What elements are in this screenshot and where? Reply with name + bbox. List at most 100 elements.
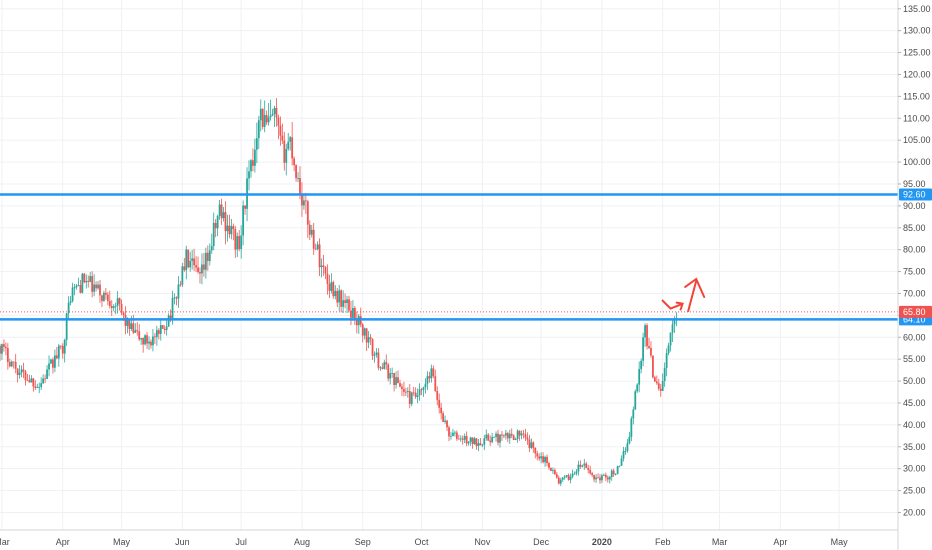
candle-body bbox=[191, 258, 194, 262]
candle-body bbox=[587, 468, 590, 470]
candle-body bbox=[508, 433, 511, 439]
candle-body bbox=[161, 325, 164, 329]
candle-body bbox=[320, 265, 323, 268]
time-tick-label: Apr bbox=[773, 537, 787, 547]
candle-body bbox=[342, 300, 345, 307]
candle-body bbox=[34, 386, 37, 388]
candle-body bbox=[446, 420, 448, 428]
candle-body bbox=[542, 456, 545, 463]
candle-body bbox=[126, 318, 129, 326]
candle-body bbox=[63, 339, 66, 354]
candle-body bbox=[403, 388, 405, 392]
candle-body bbox=[177, 284, 180, 299]
candle-body bbox=[277, 117, 280, 126]
candle-body bbox=[620, 458, 623, 466]
candle-body bbox=[371, 338, 374, 356]
candle-body bbox=[67, 302, 70, 314]
candle-body bbox=[553, 470, 556, 475]
candle-body bbox=[287, 141, 290, 149]
candle-body bbox=[599, 477, 601, 481]
candle-body bbox=[491, 437, 494, 443]
candle-body bbox=[195, 265, 197, 268]
candle-body bbox=[465, 436, 468, 444]
candle-body bbox=[169, 315, 172, 319]
candle-body bbox=[193, 258, 196, 266]
candle-body bbox=[75, 285, 78, 288]
candle-body bbox=[228, 225, 231, 235]
candle-body bbox=[38, 387, 41, 388]
candle-body bbox=[624, 451, 627, 452]
candle-body bbox=[238, 236, 241, 249]
candle-body bbox=[381, 367, 384, 369]
candle-body bbox=[240, 235, 243, 249]
candle-body bbox=[593, 475, 595, 480]
candle-body bbox=[52, 359, 54, 368]
candle-body bbox=[73, 287, 76, 289]
candle-body bbox=[312, 229, 315, 249]
candle-body bbox=[530, 442, 533, 448]
candle-body bbox=[493, 436, 495, 438]
price-tick-label: 75.00 bbox=[903, 267, 926, 277]
candle-body bbox=[271, 113, 274, 116]
candle-body bbox=[130, 323, 133, 330]
candle-body bbox=[489, 440, 492, 443]
candle-body bbox=[150, 341, 152, 346]
time-tick-label: 2020 bbox=[592, 537, 612, 547]
candle-body bbox=[642, 337, 645, 361]
candle-body bbox=[473, 438, 476, 444]
down-arrow-head bbox=[675, 301, 684, 311]
candle-body bbox=[248, 171, 250, 179]
price-tick-label: 25.00 bbox=[903, 486, 926, 496]
candle-body bbox=[350, 310, 352, 318]
candle-body bbox=[234, 229, 237, 250]
candle-body bbox=[346, 299, 348, 303]
candle-body bbox=[171, 298, 174, 319]
candle-body bbox=[275, 107, 278, 118]
price-tick-label: 90.00 bbox=[903, 201, 926, 211]
candle-body bbox=[324, 267, 327, 274]
candle-body bbox=[214, 222, 217, 229]
candle-body bbox=[281, 135, 284, 141]
candle-body bbox=[175, 297, 178, 299]
candle-body bbox=[99, 284, 101, 296]
horizontal-levels[interactable] bbox=[0, 193, 898, 321]
candle-body bbox=[83, 273, 86, 283]
time-axis: Mar Apr May Jun Jul Aug Sep Oct Nov Dec 2020 Feb Mar… bbox=[0, 537, 848, 547]
candle-body bbox=[395, 377, 397, 385]
candle-body bbox=[89, 276, 92, 282]
candle-body bbox=[50, 359, 52, 364]
price-tick-label: 40.00 bbox=[903, 420, 926, 430]
candle-body bbox=[550, 467, 552, 471]
candle-body bbox=[8, 362, 11, 367]
candle-body bbox=[187, 249, 190, 268]
candle-body bbox=[40, 383, 43, 388]
candle-body bbox=[120, 303, 123, 313]
candle-body bbox=[36, 387, 39, 389]
candle-body bbox=[148, 341, 150, 344]
candle-body bbox=[418, 389, 421, 396]
price-tick-label: 105.00 bbox=[903, 135, 931, 145]
candle-body bbox=[391, 373, 394, 374]
candle-body bbox=[495, 433, 497, 437]
candle-body bbox=[518, 430, 521, 436]
candle-body bbox=[377, 352, 380, 368]
candle-body bbox=[444, 420, 446, 422]
candle-body bbox=[581, 465, 584, 467]
price-badge-92.60 bbox=[899, 188, 932, 201]
price-tick-label: 125.00 bbox=[903, 48, 931, 58]
candle-body bbox=[252, 160, 254, 166]
candle-body bbox=[510, 433, 513, 436]
time-tick-label: Nov bbox=[474, 537, 491, 547]
candle-body bbox=[640, 360, 643, 370]
candle-body bbox=[101, 295, 103, 301]
candle-body bbox=[526, 437, 529, 440]
candle-body bbox=[250, 160, 252, 172]
candle-body bbox=[502, 435, 505, 437]
candle-body bbox=[583, 463, 586, 466]
candle-body bbox=[218, 204, 221, 216]
candle-body bbox=[455, 432, 458, 439]
candle-body bbox=[153, 336, 156, 338]
price-tick-label: 120.00 bbox=[903, 69, 931, 79]
